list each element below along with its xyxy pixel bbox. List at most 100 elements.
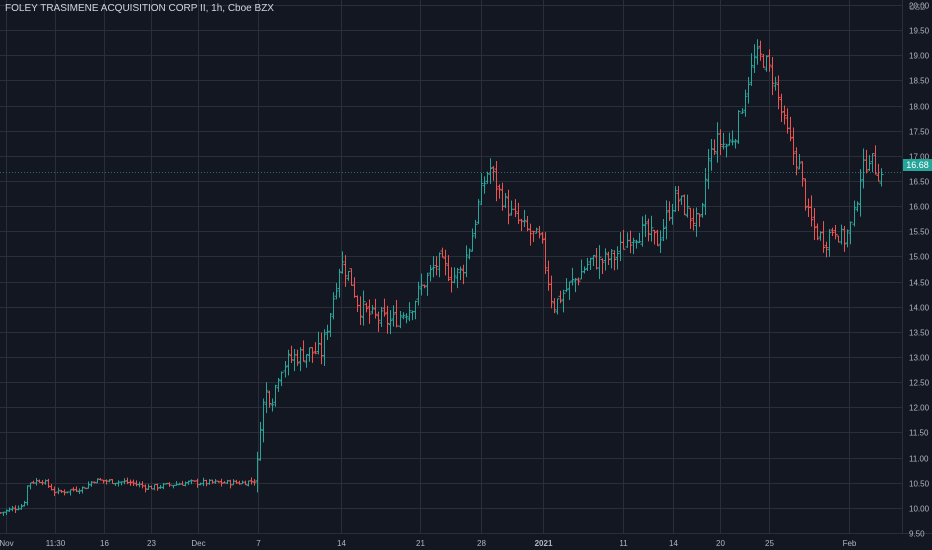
ohlc-bar — [749, 53, 754, 86]
ohlc-bar — [461, 264, 466, 285]
ohlc-bar — [270, 398, 275, 412]
price-tick-label: 11.50 — [909, 429, 929, 438]
ohlc-bar — [764, 55, 769, 72]
ohlc-bar — [776, 75, 781, 110]
ohlc-bar — [422, 284, 427, 289]
ohlc-bar — [216, 480, 221, 483]
ohlc-bar — [873, 145, 878, 175]
ohlc-bar — [800, 161, 805, 187]
ohlc-bar — [643, 214, 648, 238]
ohlc-bar — [437, 252, 442, 278]
ohlc-bar — [685, 194, 690, 218]
time-axis[interactable]: Nov 11:30 16 23 Dec 7 14 21 28 2021 11 14 20 25 Feb — [0, 539, 857, 548]
ohlc-bar — [673, 186, 678, 212]
ohlc-bar — [852, 200, 857, 227]
price-tick-label: 13.50 — [909, 329, 930, 338]
ohlc-bar — [358, 296, 363, 325]
ohlc-bar — [503, 193, 508, 209]
ohlc-bar — [304, 353, 309, 368]
ohlc-bar — [876, 163, 881, 182]
ohlc-bar — [346, 270, 351, 281]
chart-title: FOLEY TRASIMENE ACQUISITION CORP II, 1h,… — [5, 3, 274, 14]
ohlc-bar — [730, 130, 735, 146]
ohlc-bar — [440, 247, 445, 258]
ohlc-bar — [534, 227, 539, 234]
ohlc-bar — [676, 185, 681, 212]
ohlc-bar — [845, 229, 850, 248]
ohlc-bar — [867, 155, 872, 171]
ohlc-bar — [652, 229, 657, 245]
time-tick-label: Feb — [843, 539, 857, 548]
ohlc-bar — [830, 227, 835, 237]
ohlc-bar — [476, 199, 481, 225]
ohlc-bar — [228, 479, 233, 489]
time-tick-label: Nov — [0, 539, 14, 548]
ohlc-bar — [283, 361, 288, 378]
ohlc-bar — [522, 209, 527, 227]
ohlc-bar — [879, 168, 884, 187]
ohlc-bar — [555, 298, 560, 315]
ohlc-bar — [519, 218, 524, 231]
ohlc-bar — [16, 505, 21, 511]
ohlc-bar — [664, 200, 669, 240]
ohlc-bar — [743, 89, 748, 117]
ohlc-bar — [446, 255, 451, 282]
ohlc-bar — [382, 298, 387, 317]
ohlc-bar — [591, 254, 596, 267]
ohlc-bar — [43, 479, 48, 485]
ohlc-bar — [301, 340, 306, 362]
ohlc-bar — [488, 158, 493, 184]
ohlc-bar — [22, 500, 27, 507]
ohlc-bar — [276, 378, 281, 392]
ohlc-bar — [328, 312, 333, 337]
ohlc-bar — [740, 108, 745, 114]
ohlc-bar — [286, 349, 291, 376]
time-tick-label: 11 — [619, 539, 628, 548]
ohlc-bar — [546, 260, 551, 291]
ohlc-bar — [62, 489, 67, 496]
ohlc-bar — [600, 258, 605, 274]
ohlc-bar — [310, 347, 315, 363]
ohlc-bar — [513, 199, 518, 218]
ohlc-bar — [603, 248, 608, 271]
time-tick-label: 2021 — [535, 539, 553, 548]
ohlc-bar — [582, 266, 587, 274]
ohlc-bar — [385, 305, 390, 334]
price-tick-label: 19.00 — [909, 52, 930, 61]
time-tick-label: 28 — [477, 539, 486, 548]
ohlc-bar — [824, 241, 829, 258]
ohlc-bar — [494, 161, 499, 202]
ohlc-bar — [77, 488, 82, 495]
ohlc-bar — [428, 264, 433, 282]
ohlc-bar — [452, 267, 457, 284]
ohlc-bar — [767, 49, 772, 72]
time-tick-label: 14 — [669, 539, 678, 548]
ohlc-bar — [815, 223, 820, 241]
ohlc-bar — [404, 313, 409, 324]
time-tick-label: 11:30 — [46, 539, 66, 548]
ohlc-bar — [709, 139, 714, 171]
ohlc-bar — [295, 349, 300, 366]
time-tick-label: Dec — [191, 539, 205, 548]
ohlc-bar — [343, 255, 348, 287]
ohlc-bar — [122, 478, 127, 485]
ohlc-bar — [870, 152, 875, 173]
ohlc-bar — [506, 189, 511, 225]
ohlc-bar — [791, 127, 796, 166]
ohlc-bar — [267, 390, 272, 408]
last-price-label: 16.68 — [903, 159, 932, 171]
price-tick-label: 18.50 — [909, 77, 930, 86]
currency-label: USD — [909, 3, 926, 12]
ohlc-bar — [80, 486, 85, 494]
ohlc-bar — [640, 216, 645, 247]
ohlc-bar — [434, 256, 439, 276]
ohlc-bar — [549, 275, 554, 309]
ohlc-bar — [724, 143, 729, 158]
price-axis[interactable]: 20.00 19.50 19.00 18.50 18.00 17.50 17.00 16.50… — [909, 2, 930, 539]
ohlc-bar — [261, 398, 266, 443]
ohlc-bar — [313, 342, 318, 355]
ohlc-bar — [52, 486, 57, 496]
ohlc-bar — [585, 257, 590, 272]
ohlc-bar — [7, 507, 12, 512]
